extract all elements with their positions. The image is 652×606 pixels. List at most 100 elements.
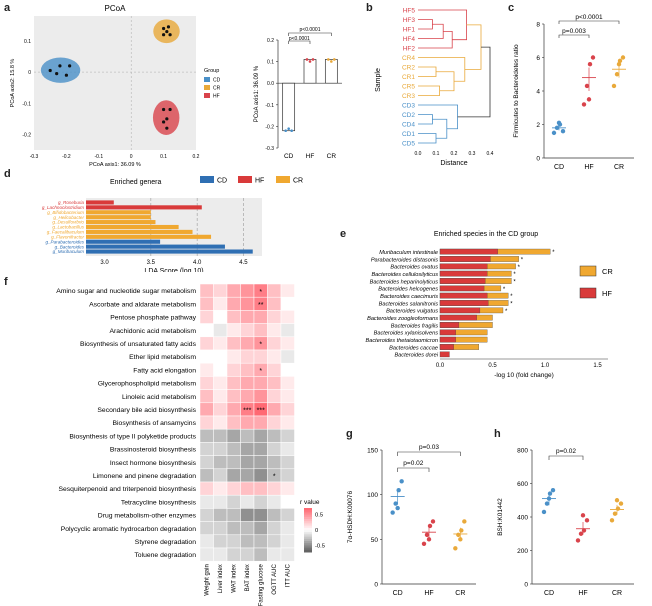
data-point [544, 501, 550, 506]
data-point [586, 97, 592, 102]
dendro-branch [457, 46, 491, 118]
heat-cell [226, 534, 241, 549]
legend-gradient-step [304, 512, 312, 516]
heat-cell [226, 310, 241, 324]
heat-cell [267, 402, 282, 417]
legend-gradient-step [304, 510, 312, 513]
heat-cell [280, 349, 295, 364]
heat-cell [267, 296, 282, 311]
heat-cell [280, 468, 295, 483]
y-tick-label: -0.1 [265, 103, 274, 109]
data-point [614, 72, 620, 77]
leaf-label: HF4 [403, 36, 416, 43]
hf-bar [439, 263, 488, 270]
bsh-chart: 0 200 400 600 800 BSH:K01442 CD HF CR p=0.02 [497, 448, 634, 597]
bar-label: g_Bifidobacterium [47, 210, 84, 215]
legend-swatch-hf [204, 93, 210, 98]
legend-swatch-cr [204, 85, 210, 90]
x-tick-label: 0.1 [433, 151, 440, 157]
legend-gradient-step [304, 541, 312, 544]
row-label: Glycerophospholipid metabolism [98, 381, 197, 388]
heat-cell [226, 468, 241, 483]
data-point [575, 538, 581, 543]
heat-cell [213, 402, 228, 417]
data-point [581, 528, 587, 533]
bar-point [308, 60, 312, 63]
heat-cell [267, 508, 282, 522]
y-tick-label: 100 [367, 492, 378, 499]
heat-cell [199, 521, 214, 536]
x-axis-label: PCoA axis1: 36.09 % [89, 162, 141, 168]
data-point [578, 531, 584, 536]
x-tick-label: 0.4 [487, 151, 494, 157]
dendro-branch [418, 85, 440, 96]
hf-bar [439, 322, 460, 328]
bar-label: Parabacteroides distasonis [371, 257, 438, 263]
heat-cell [280, 376, 295, 390]
data-point [547, 491, 553, 496]
bar-label: Muribaculum intestinale [379, 250, 438, 256]
significance-star: *** [257, 408, 265, 415]
lda-bar [86, 200, 114, 205]
heat-cell [213, 508, 228, 522]
heat-cell [226, 389, 241, 404]
bar-label: g_Faecalibaculum [47, 230, 84, 235]
bar-cd [282, 82, 296, 132]
heat-cell [199, 376, 214, 390]
x-tick-label: HF [578, 590, 587, 597]
y-axis-label: Sample [375, 68, 382, 92]
heat-cell [240, 296, 255, 311]
bar-point [290, 129, 293, 133]
bar-label: Bacteroides heparinolyticus [370, 279, 439, 285]
significance-star: ** [258, 302, 264, 309]
heat-cell [280, 323, 295, 338]
y-tick-label: -0.2 [265, 124, 274, 130]
bar-point [284, 129, 287, 133]
sig-label: p=0.003 [562, 28, 586, 35]
heat-cell [267, 547, 282, 562]
row-label: Pentose phosphate pathway [110, 315, 196, 322]
bar-label: Bacteroides vulgatus [386, 309, 438, 315]
sig-label: p<0.0001 [300, 27, 321, 33]
heat-cell [199, 296, 214, 311]
heat-cell [280, 521, 295, 536]
data-point [554, 125, 560, 131]
heat-cell [240, 389, 255, 404]
row-label: Polycyclic aromatic hydrocarbon degradat… [61, 526, 196, 533]
dendro-branch [464, 24, 482, 70]
lda-bar [86, 229, 193, 234]
legend-gradient-step [304, 527, 312, 531]
column-label: WAT index [232, 564, 238, 593]
heat-cell [280, 283, 295, 298]
dendro-branch [418, 133, 437, 144]
data-point [426, 537, 432, 542]
bar-label: Bacteroides fragilis [391, 323, 438, 329]
legend-gradient-step [304, 508, 312, 511]
bar-label: Bacteroides ovatus [390, 265, 438, 271]
lda-bar [86, 244, 225, 249]
y-tick-label: 0.1 [267, 60, 274, 66]
bar-label: Bacteroides thetaiotaomicron [366, 338, 438, 344]
heat-cell [280, 547, 295, 562]
data-point [162, 33, 166, 37]
data-point [165, 29, 169, 34]
bar-label: Bacteroides helcogenes [378, 287, 438, 293]
heat-cell [253, 415, 268, 430]
data-point [430, 519, 436, 524]
hf-bar [439, 314, 477, 321]
leaf-label: CD3 [402, 103, 415, 110]
legend-label: HF [213, 94, 220, 100]
y-tick-label: 0.1 [24, 39, 31, 45]
heat-cell [267, 323, 282, 338]
heat-cell [240, 428, 255, 443]
heat-cell [253, 389, 268, 404]
data-point [612, 511, 618, 516]
bar-point [333, 58, 336, 61]
bar-label: Bacteroides caccae [389, 345, 438, 351]
legend-gradient-step [304, 545, 312, 549]
hsdh-chart: 0 50 100 150 7α-HSDH:K00076 CD HF CR p=0.03 p=0.0… [347, 444, 476, 597]
row-label: Toluene degradation [134, 552, 196, 559]
x-tick-label: 0.0 [436, 363, 445, 369]
heat-cell [226, 415, 241, 430]
x-tick-label: CR [614, 164, 624, 171]
